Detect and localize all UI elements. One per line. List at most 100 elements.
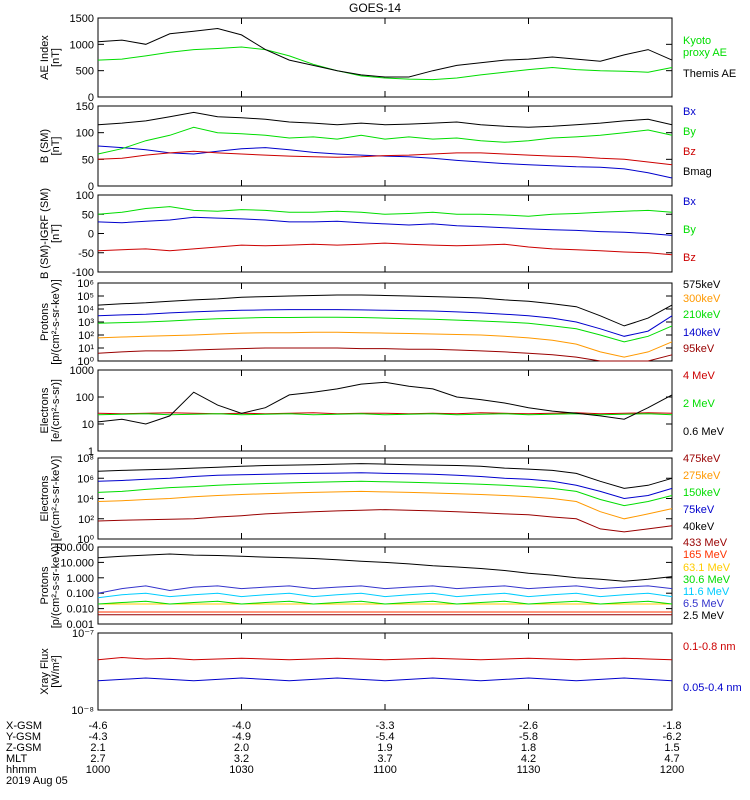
legend-entry: 40keV	[683, 521, 715, 533]
series-line	[97, 111, 673, 128]
y-tick-label: 10²	[78, 514, 94, 526]
y-tick-label: 10⁰	[77, 534, 94, 546]
ephemeris-value: -5.4	[376, 731, 395, 743]
legend-entry: 150keV	[683, 487, 721, 499]
y-tick-label: 100	[76, 392, 94, 404]
legend-entry: 63.1 MeV	[683, 562, 731, 574]
y-tick-label: 10³	[78, 317, 94, 329]
legend-entry: 475keV	[683, 453, 721, 465]
y-tick-label: 10⁶	[77, 278, 94, 290]
ephemeris-value: 1.9	[377, 742, 392, 754]
y-axis-label: [nT]	[50, 224, 62, 243]
ephemeris-value: -4.6	[89, 720, 108, 732]
series-line	[97, 206, 673, 217]
y-axis-label: Protons	[39, 303, 51, 341]
ephemeris-value: 3.7	[377, 753, 392, 765]
y-tick-label: 0	[88, 229, 94, 241]
legend-entry: 300keV	[683, 293, 721, 305]
legend-entry: 433 MeV	[683, 537, 728, 549]
y-tick-label: 10⁵	[77, 291, 94, 303]
y-tick-label: 10⁰	[77, 356, 94, 368]
legend-entry: Bx	[683, 106, 696, 118]
legend-entry: By	[683, 224, 696, 236]
legend-entry: 30.6 MeV	[683, 574, 731, 586]
legend-entry: 140keV	[683, 327, 721, 339]
y-axis-label: B (SM)-IGRF (SM)	[39, 188, 51, 279]
legend-entry: Bz	[683, 252, 696, 264]
legend-entry: Kyoto	[683, 35, 711, 47]
series-line	[97, 509, 673, 533]
series-line	[97, 472, 673, 500]
series-line	[97, 592, 673, 599]
y-axis-label: Electrons	[39, 387, 51, 433]
legend-entry: 165 MeV	[683, 549, 728, 561]
panel-frame	[97, 194, 673, 273]
y-tick-label: 10.000	[60, 557, 94, 569]
ephemeris-value: 1.8	[521, 742, 536, 754]
ephemeris-value: -5.8	[519, 731, 538, 743]
ephemeris-value: -2.6	[519, 720, 538, 732]
legend-entry: 0.05-0.4 nm	[683, 682, 742, 694]
y-tick-label: 0.010	[66, 604, 94, 616]
ephemeris-row-label: MLT	[6, 753, 27, 765]
series-line	[97, 347, 673, 362]
legend-entry: Themis AE	[683, 68, 736, 80]
y-tick-label: 1.000	[66, 573, 94, 585]
legend-entry: 75keV	[683, 504, 715, 516]
series-line	[97, 126, 673, 155]
y-tick-label: 1500	[70, 13, 94, 25]
y-tick-label: 1	[88, 446, 94, 458]
legend-entry: 0.1-0.8 nm	[683, 641, 736, 653]
ephemeris-row-label: hhmm	[6, 764, 37, 776]
y-axis-label: [W/m²]	[50, 655, 62, 687]
ephemeris-value: -6.2	[663, 731, 682, 743]
legend-entry: By	[683, 126, 696, 138]
legend-entry: Bmag	[683, 166, 712, 178]
y-tick-label: 10⁴	[77, 494, 94, 506]
panel-frame	[97, 105, 673, 187]
series-line	[97, 331, 673, 358]
y-tick-label: 10⁻⁸	[71, 705, 94, 717]
legend-entry: 0.6 MeV	[683, 426, 725, 438]
legend-entry: 2 MeV	[683, 398, 715, 410]
ephemeris-row-label: X-GSM	[6, 720, 42, 732]
ephemeris-value: -4.3	[89, 731, 108, 743]
y-tick-label: 0.001	[66, 619, 94, 631]
y-tick-label: 50	[82, 209, 94, 221]
y-tick-label: 10²	[78, 330, 94, 342]
y-tick-label: 100.000	[54, 542, 94, 554]
y-tick-label: 10⁸	[77, 453, 94, 465]
legend-entry: 11.6 MeV	[683, 586, 730, 598]
y-axis-label: [p/(cm²-s-sr-keV)]	[50, 543, 62, 629]
ephemeris-value: -1.8	[663, 720, 682, 732]
series-line	[97, 490, 673, 520]
y-tick-label: 10¹	[78, 343, 94, 355]
series-line	[97, 480, 673, 507]
series-line	[97, 309, 673, 337]
series-line	[97, 150, 673, 166]
ephemeris-value: 4.2	[521, 753, 536, 765]
y-axis-label: [nT]	[50, 137, 62, 156]
y-tick-label: 0	[88, 181, 94, 193]
y-tick-label: 150	[76, 101, 94, 113]
y-tick-label: 0.100	[66, 588, 94, 600]
y-tick-label: 100	[76, 128, 94, 140]
series-line	[97, 585, 673, 594]
legend-entry: 95keV	[683, 343, 715, 355]
panel-frame	[97, 457, 673, 540]
series-line	[97, 600, 673, 605]
series-line	[97, 553, 673, 582]
y-axis-label: [e/(cm²-s-sr)]	[50, 379, 62, 442]
y-tick-label: 50	[82, 154, 94, 166]
ephemeris-row-label: Z-GSM	[6, 742, 41, 754]
series-line	[97, 381, 673, 425]
legend-entry: 210keV	[683, 309, 721, 321]
ephemeris-value: -3.3	[376, 720, 395, 732]
series-line	[97, 294, 673, 327]
series-line	[97, 145, 673, 179]
ephemeris-value: 1000	[86, 764, 110, 776]
ephemeris-value: 1.5	[664, 742, 679, 754]
y-tick-label: -100	[72, 267, 94, 279]
legend-entry: Bx	[683, 196, 696, 208]
ephemeris-value: 3.2	[234, 753, 249, 765]
